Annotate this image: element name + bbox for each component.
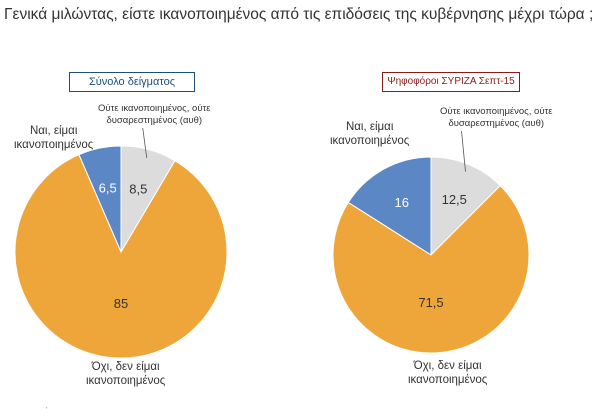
left-slice-not-satisfied: [14, 154, 228, 359]
left-pie-title: Σύνολο δείγματος: [69, 72, 195, 92]
left-annotation-satisfied: Ναι, είμαι ικανοποιημένος: [14, 125, 94, 151]
left-value-label-satisfied: 6,5: [99, 181, 117, 196]
right-slice-satisfied: [347, 156, 432, 256]
left-annotation-neutral: Ούτε ικανοποιημένος, ούτε δυσαρεστημένος…: [98, 103, 211, 126]
right-slice-neutral: [430, 156, 502, 257]
right-leader-line: [461, 130, 466, 172]
right-annotation-not-satisfied: Όχι, δεν είμαι ικανοποιημένος: [408, 360, 488, 386]
left-value-label-not-satisfied: 85: [114, 296, 128, 311]
right-value-label-not-satisfied: 71,5: [418, 295, 443, 310]
chart-title: Γενικά μιλώντας, είστε ικανοποιημένος απ…: [4, 6, 594, 23]
right-value-label-neutral: 12,5: [442, 192, 467, 207]
left-leader-line: [142, 127, 148, 158]
footnote-mark: ': [46, 407, 48, 414]
right-annotation-satisfied: Ναι, είμαι ικανοποιημένος: [330, 121, 410, 147]
right-annotation-neutral: Ούτε ικανοποιημένος, ούτε δυσαρεστημένος…: [440, 106, 553, 129]
right-slice-not-satisfied: [332, 184, 530, 354]
right-pie-title: Ψηφοφόροι ΣΥΡΙΖΑ Σεπτ-15: [382, 72, 520, 92]
left-annotation-not-satisfied: Όχι, δεν είμαι ικανοποιημένος: [86, 361, 166, 387]
left-value-label-neutral: 8,5: [129, 182, 147, 197]
right-value-label-satisfied: 16: [394, 195, 408, 210]
